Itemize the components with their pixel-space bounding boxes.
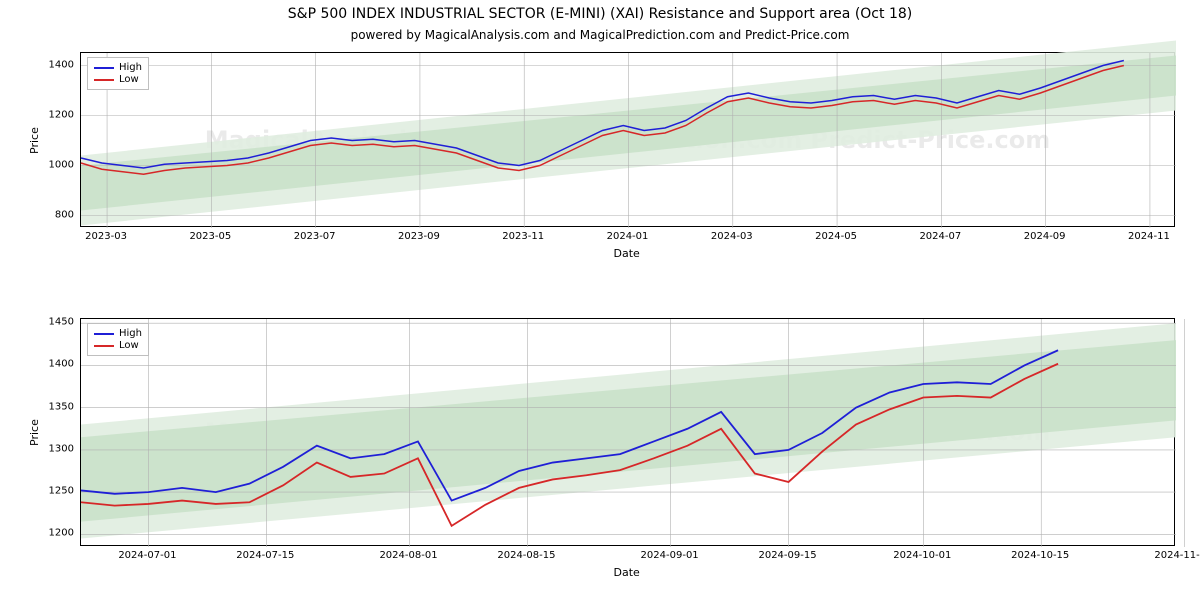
xtick-label: 2024-01	[607, 231, 649, 242]
legend-item: Low	[94, 340, 142, 351]
legend-swatch	[94, 67, 114, 69]
ytick-label: 1450	[40, 317, 74, 328]
chart-top-xlabel: Date	[614, 247, 640, 260]
legend-label: High	[119, 328, 142, 339]
xtick-label: 2023-11	[502, 231, 544, 242]
chart-bottom-xlabel: Date	[614, 566, 640, 579]
chart-title-sub: powered by MagicalAnalysis.com and Magic…	[0, 28, 1200, 42]
chart-top-plot	[81, 53, 1174, 226]
ytick-label: 1250	[40, 486, 74, 497]
xtick-label: 2023-09	[398, 231, 440, 242]
legend-item: High	[94, 62, 142, 73]
chart-bottom-ylabel: Price	[28, 419, 41, 446]
xtick-label: 2024-07-01	[118, 550, 176, 561]
xtick-label: 2023-05	[189, 231, 231, 242]
ytick-label: 1400	[40, 359, 74, 370]
xtick-label: 2024-11	[1128, 231, 1170, 242]
xtick-label: 2024-07-15	[236, 550, 294, 561]
chart-top-ylabel: Price	[28, 127, 41, 154]
chart-bottom-frame: MagicalAnalysis.com MagicalPrediction.co…	[80, 318, 1175, 546]
xtick-label: 2023-07	[294, 231, 336, 242]
xtick-label: 2024-11-01	[1154, 550, 1200, 561]
legend-label: Low	[119, 74, 139, 85]
legend-swatch	[94, 79, 114, 81]
ytick-label: 1350	[40, 401, 74, 412]
ytick-label: 1000	[40, 159, 74, 170]
xtick-label: 2024-09	[1024, 231, 1066, 242]
chart-bottom-plot	[81, 319, 1174, 545]
chart-title-main: S&P 500 INDEX INDUSTRIAL SECTOR (E-MINI)…	[0, 6, 1200, 22]
legend-swatch	[94, 345, 114, 347]
ytick-label: 1300	[40, 443, 74, 454]
xtick-label: 2024-09-15	[758, 550, 816, 561]
ytick-label: 1200	[40, 528, 74, 539]
xtick-label: 2024-10-01	[893, 550, 951, 561]
xtick-label: 2024-05	[815, 231, 857, 242]
legend-label: Low	[119, 340, 139, 351]
xtick-label: 2024-08-15	[497, 550, 555, 561]
chart-top-frame: MagicalAnalysis.com MagicalPrediction.co…	[80, 52, 1175, 227]
xtick-label: 2024-07	[919, 231, 961, 242]
xtick-label: 2024-09-01	[641, 550, 699, 561]
xtick-label: 2023-03	[85, 231, 127, 242]
ytick-label: 1200	[40, 109, 74, 120]
xtick-label: 2024-10-15	[1011, 550, 1069, 561]
legend-label: High	[119, 62, 142, 73]
legend-swatch	[94, 333, 114, 335]
ytick-label: 800	[40, 209, 74, 220]
legend-item: High	[94, 328, 142, 339]
ytick-label: 1400	[40, 59, 74, 70]
xtick-label: 2024-08-01	[379, 550, 437, 561]
xtick-label: 2024-03	[711, 231, 753, 242]
legend-top: HighLow	[87, 57, 149, 90]
legend-bottom: HighLow	[87, 323, 149, 356]
legend-item: Low	[94, 74, 142, 85]
